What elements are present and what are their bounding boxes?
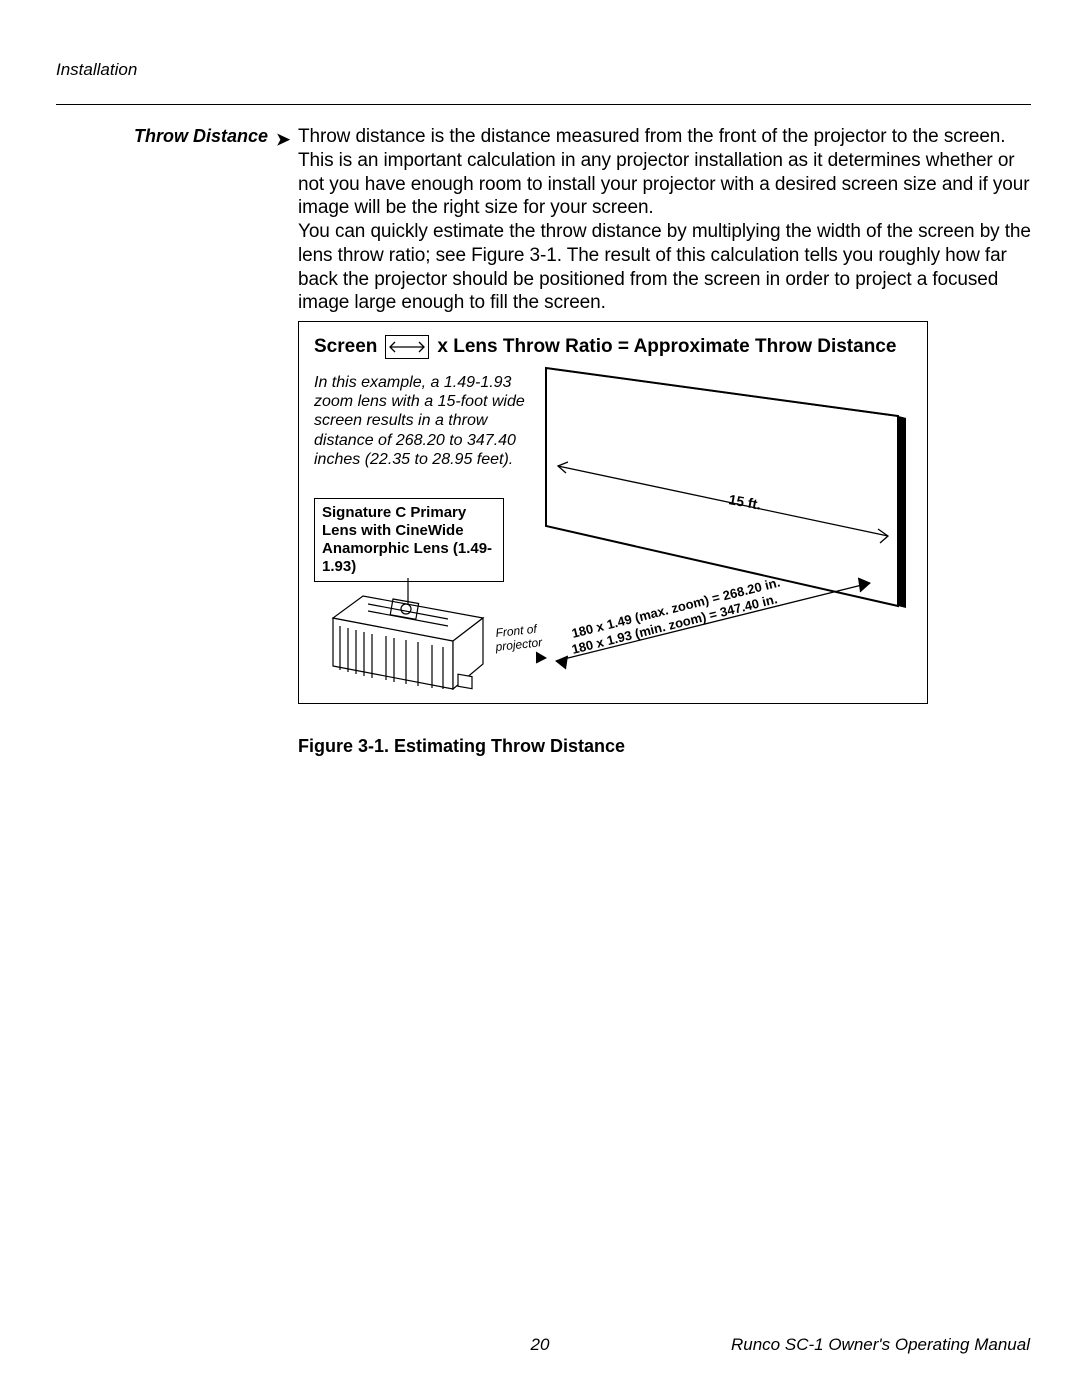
throw-distance-diagram: 15 ft. xyxy=(298,356,928,706)
footer-manual-title: Runco SC-1 Owner's Operating Manual xyxy=(731,1335,1030,1355)
body-paragraph-2: You can quickly estimate the throw dista… xyxy=(298,220,1033,315)
page: Installation Throw Distance ➤ Throw dist… xyxy=(0,0,1080,1397)
formula-screen-label: Screen xyxy=(314,336,377,358)
formula-rest: x Lens Throw Ratio = Approximate Throw D… xyxy=(437,336,896,358)
section-heading: Throw Distance xyxy=(58,126,268,147)
figure-caption: Figure 3-1. Estimating Throw Distance xyxy=(298,736,625,757)
front-label: Front of projector xyxy=(494,622,546,663)
body-paragraph-1: Throw distance is the distance measured … xyxy=(298,125,1033,220)
horizontal-rule xyxy=(56,104,1031,105)
heading-arrow-icon: ➤ xyxy=(276,130,290,150)
screen-shape xyxy=(546,368,906,608)
running-header: Installation xyxy=(56,60,137,80)
projector-illustration xyxy=(333,596,483,689)
